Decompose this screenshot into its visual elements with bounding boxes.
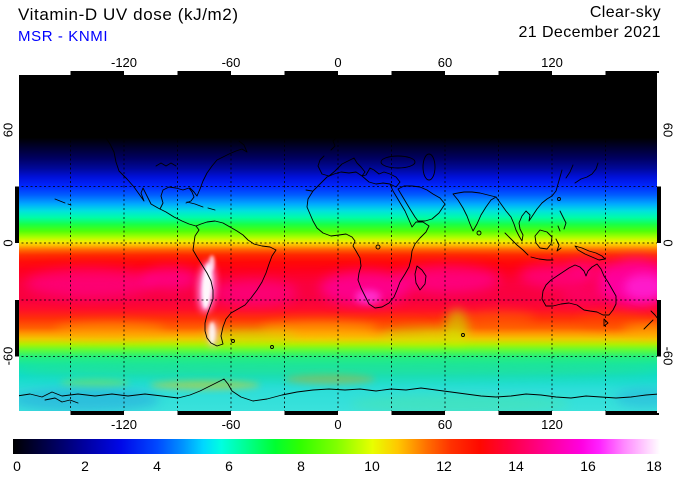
date-label: 21 December 2021 (518, 24, 661, 41)
lon-tick-top-120: 120 (541, 55, 563, 70)
colorbar-tick-4: 4 (153, 458, 161, 474)
coast-gulf-east (159, 140, 248, 210)
coast-north-america (103, 134, 197, 227)
coast-arabia (397, 185, 446, 222)
lon-tick-top-0: 0 (334, 55, 342, 70)
lat-tick-right-60: 60 (660, 122, 676, 138)
lat-tick-right-m60: -60 (660, 346, 676, 366)
south-georgia (270, 345, 274, 349)
coast-new-guinea (574, 245, 606, 261)
lat-tick-left-0: 0 (0, 239, 16, 247)
colorbar-tick-10: 10 (364, 458, 380, 474)
page-title: Vitamin-D UV dose (kJ/m2) (18, 5, 239, 24)
colorbar-tick-6: 6 (225, 458, 233, 474)
colorbar-tick-8: 8 (297, 458, 305, 474)
colorbar-tick-14: 14 (508, 458, 524, 474)
lon-tick-top-60: 60 (437, 55, 453, 70)
black-sea (380, 155, 416, 169)
lon-tick-top-m120: -120 (110, 55, 138, 70)
lake-victoria (375, 244, 381, 250)
colorbar-gradient (13, 439, 660, 454)
lon-tick-bottom-m60: -60 (221, 417, 241, 432)
coast-africa (305, 176, 430, 309)
caspian-sea (422, 153, 436, 181)
coastlines (17, 134, 659, 404)
coast-southeast-asia (495, 162, 599, 242)
lon-tick-top-m60: -60 (221, 55, 241, 70)
lat-tick-left-60: 60 (0, 122, 16, 138)
colorbar-tick-0: 0 (13, 458, 21, 474)
source-label: MSR - KNMI (18, 28, 109, 45)
kerguelen (461, 333, 465, 337)
coast-indonesia (504, 229, 562, 261)
lon-tick-bottom-60: 60 (437, 417, 453, 432)
colorbar-tick-16: 16 (580, 458, 596, 474)
colorbar-tick-18: 18 (646, 458, 662, 474)
lat-tick-right-0: 0 (660, 239, 676, 247)
lon-tick-bottom-0: 0 (334, 417, 342, 432)
coast-europe (317, 136, 401, 188)
coast-antarctica (17, 378, 659, 404)
coast-madagascar (414, 265, 427, 291)
condition-label: Clear-sky (589, 4, 661, 21)
lon-tick-bottom-120: 120 (541, 417, 563, 432)
coast-india (452, 191, 497, 232)
lat-tick-left-m60: -60 (0, 346, 16, 366)
map-frame (15, 71, 661, 415)
colorbar-tick-12: 12 (436, 458, 452, 474)
falklands (231, 339, 235, 343)
lon-tick-bottom-m120: -120 (110, 417, 138, 432)
coast-australia (541, 263, 617, 327)
coast-south-america (192, 220, 277, 347)
sri-lanka (476, 230, 482, 236)
coast-caribbean (155, 162, 216, 211)
graticule (17, 73, 659, 413)
colorbar-tick-2: 2 (81, 458, 89, 474)
taiwan (557, 197, 561, 201)
